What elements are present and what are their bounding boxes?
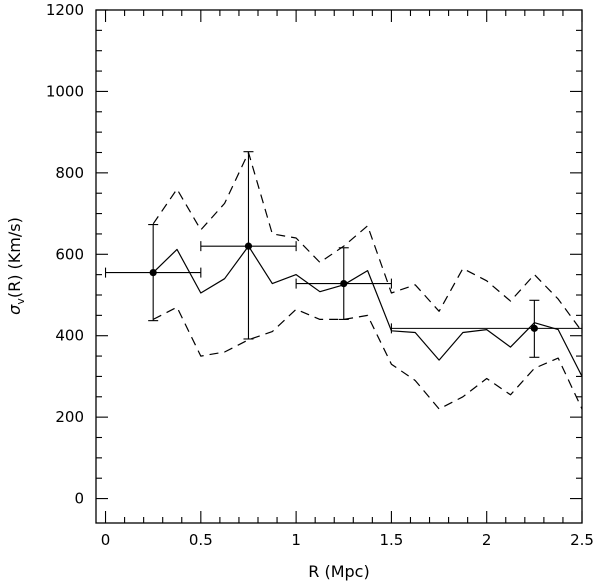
data-point [149,269,157,277]
y-axis-label-rest: (R) (Km/s) [5,217,24,298]
y-tick-label: 1200 [46,1,84,19]
data-point [530,324,538,332]
series-layer [152,151,583,410]
y-axis-label-subscript: v [14,298,27,305]
x-tick-label: 1.5 [379,531,403,549]
x-tick-label: 0 [101,531,111,549]
y-tick-label: 1000 [46,82,84,100]
x-tick-label: 1 [291,531,301,549]
y-tick-label: 0 [74,490,84,508]
y-tick-label: 200 [55,408,84,426]
dashed-envelope-line [152,151,583,332]
x-tick-label: 0.5 [189,531,213,549]
plot-frame [95,9,583,524]
y-tick-label: 400 [55,327,84,345]
x-tick-label: 2.5 [570,531,594,549]
dashed-envelope-line [152,306,583,410]
ticks [96,9,583,523]
y-tick-label: 800 [55,164,84,182]
data-point [244,242,253,250]
x-axis-label: R (Mpc) [308,562,369,581]
x-tick-label: 2 [482,531,492,549]
y-tick-label: 600 [55,245,84,263]
tick-labels: 0 0.5 1 1.5 2 2.5 0 200 400 600 800 1000 1200 [46,1,594,549]
y-axis-label-symbol: σ [5,304,24,315]
y-axis-label: σv(R) (Km/s) [5,217,27,315]
solid-profile-line [152,245,583,377]
errorbar-layer [104,151,583,358]
data-point [340,280,348,288]
